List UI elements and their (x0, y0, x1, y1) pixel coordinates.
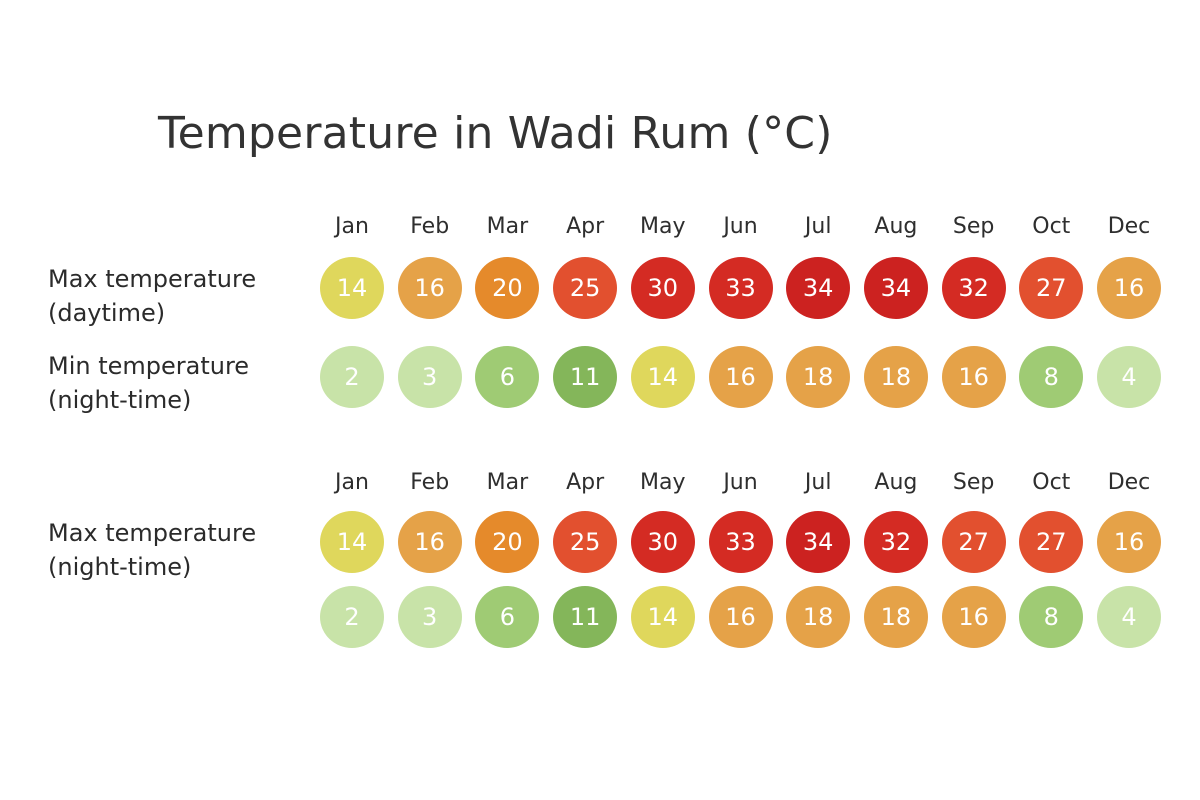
temperature-bubble: 14 (320, 257, 384, 319)
temperature-bubble: 34 (786, 257, 851, 319)
month-label-may: May (640, 470, 686, 495)
temperature-bubble: 8 (1019, 586, 1084, 648)
chart-title: Temperature in Wadi Rum (°C) (158, 108, 833, 159)
temperature-bubble: 2 (320, 346, 384, 408)
month-label-may: May (640, 214, 686, 239)
temperature-bubble: 4 (1097, 346, 1161, 408)
month-label-feb: Feb (410, 470, 450, 495)
temperature-bubble: 27 (1019, 511, 1084, 573)
temperature-bubble: 30 (630, 511, 695, 573)
month-label-oct: Oct (1032, 470, 1071, 495)
month-label-jul: Jul (804, 214, 832, 239)
temperature-bubble: 34 (863, 257, 928, 319)
month-label-jun: Jun (723, 470, 758, 495)
temperature-bubble: 33 (708, 257, 773, 319)
temperature-bubble: 14 (320, 511, 384, 573)
temperature-bubble: 16 (397, 257, 462, 319)
month-label-jun: Jun (723, 214, 758, 239)
temperature-bubble: 27 (941, 511, 1006, 573)
temperature-bubble: 8 (1019, 346, 1084, 408)
temperature-bubble: 11 (553, 346, 618, 408)
month-label-dec: Dec (1107, 214, 1151, 239)
temperature-bubble: 4 (1097, 586, 1161, 648)
month-label-aug: Aug (874, 214, 918, 239)
row-label-line: Max temperature (48, 265, 257, 293)
month-label-jul: Jul (804, 470, 832, 495)
temperature-bubble: 6 (475, 586, 540, 648)
month-label-sep: Sep (952, 214, 995, 239)
temperature-bubble: 32 (863, 511, 928, 573)
month-label-feb: Feb (410, 214, 450, 239)
temperature-bubble: 16 (708, 346, 773, 408)
temperature-bubble: 34 (786, 511, 851, 573)
temperature-bubble: 14 (630, 346, 695, 408)
temperature-bubble: 3 (397, 346, 462, 408)
temperature-bubble: 11 (553, 586, 618, 648)
temperature-bubble: 2 (320, 586, 384, 648)
temperature-bubble: 18 (786, 346, 851, 408)
row-label-line: Max temperature (48, 519, 257, 547)
month-label-apr: Apr (566, 214, 605, 239)
temperature-bubble: 16 (397, 511, 462, 573)
row-label-line: (night-time) (48, 386, 192, 414)
temperature-bubble: 16 (941, 586, 1006, 648)
row-label-line: (daytime) (48, 299, 166, 327)
row-label: Min temperature (night-time) (48, 349, 249, 417)
temperature-bubble: 14 (630, 586, 695, 648)
month-label-dec: Dec (1107, 470, 1151, 495)
row-label: Max temperature (night-time) (48, 516, 256, 584)
temperature-bubble: 20 (475, 511, 540, 573)
temperature-bubble: 25 (553, 257, 618, 319)
temperature-bubble: 25 (553, 511, 618, 573)
temperature-bubble: 33 (708, 511, 773, 573)
row-label: Max temperature (daytime) (48, 262, 256, 330)
temperature-bubble: 3 (397, 586, 462, 648)
temperature-bubble: 16 (941, 346, 1006, 408)
temperature-bubble: 16 (1097, 257, 1161, 319)
month-label-apr: Apr (566, 470, 605, 495)
temperature-bubble: 27 (1019, 257, 1084, 319)
row-label-line: (night-time) (48, 553, 192, 581)
temperature-bubble: 18 (786, 586, 851, 648)
temperature-bubble: 16 (1097, 511, 1161, 573)
row-label-line: Min temperature (48, 352, 250, 380)
month-label-oct: Oct (1032, 214, 1071, 239)
temperature-bubble: 20 (475, 257, 540, 319)
temperature-bubble: 16 (708, 586, 773, 648)
month-label-sep: Sep (952, 470, 995, 495)
temperature-bubble: 18 (863, 346, 928, 408)
month-label-jan: Jan (335, 470, 369, 495)
temperature-bubble: 30 (630, 257, 695, 319)
month-label-jan: Jan (335, 214, 369, 239)
month-label-mar: Mar (486, 470, 529, 495)
temperature-bubble: 32 (941, 257, 1006, 319)
month-label-mar: Mar (486, 214, 529, 239)
month-label-aug: Aug (874, 470, 918, 495)
temperature-bubble: 18 (863, 586, 928, 648)
temperature-bubble: 6 (475, 346, 540, 408)
